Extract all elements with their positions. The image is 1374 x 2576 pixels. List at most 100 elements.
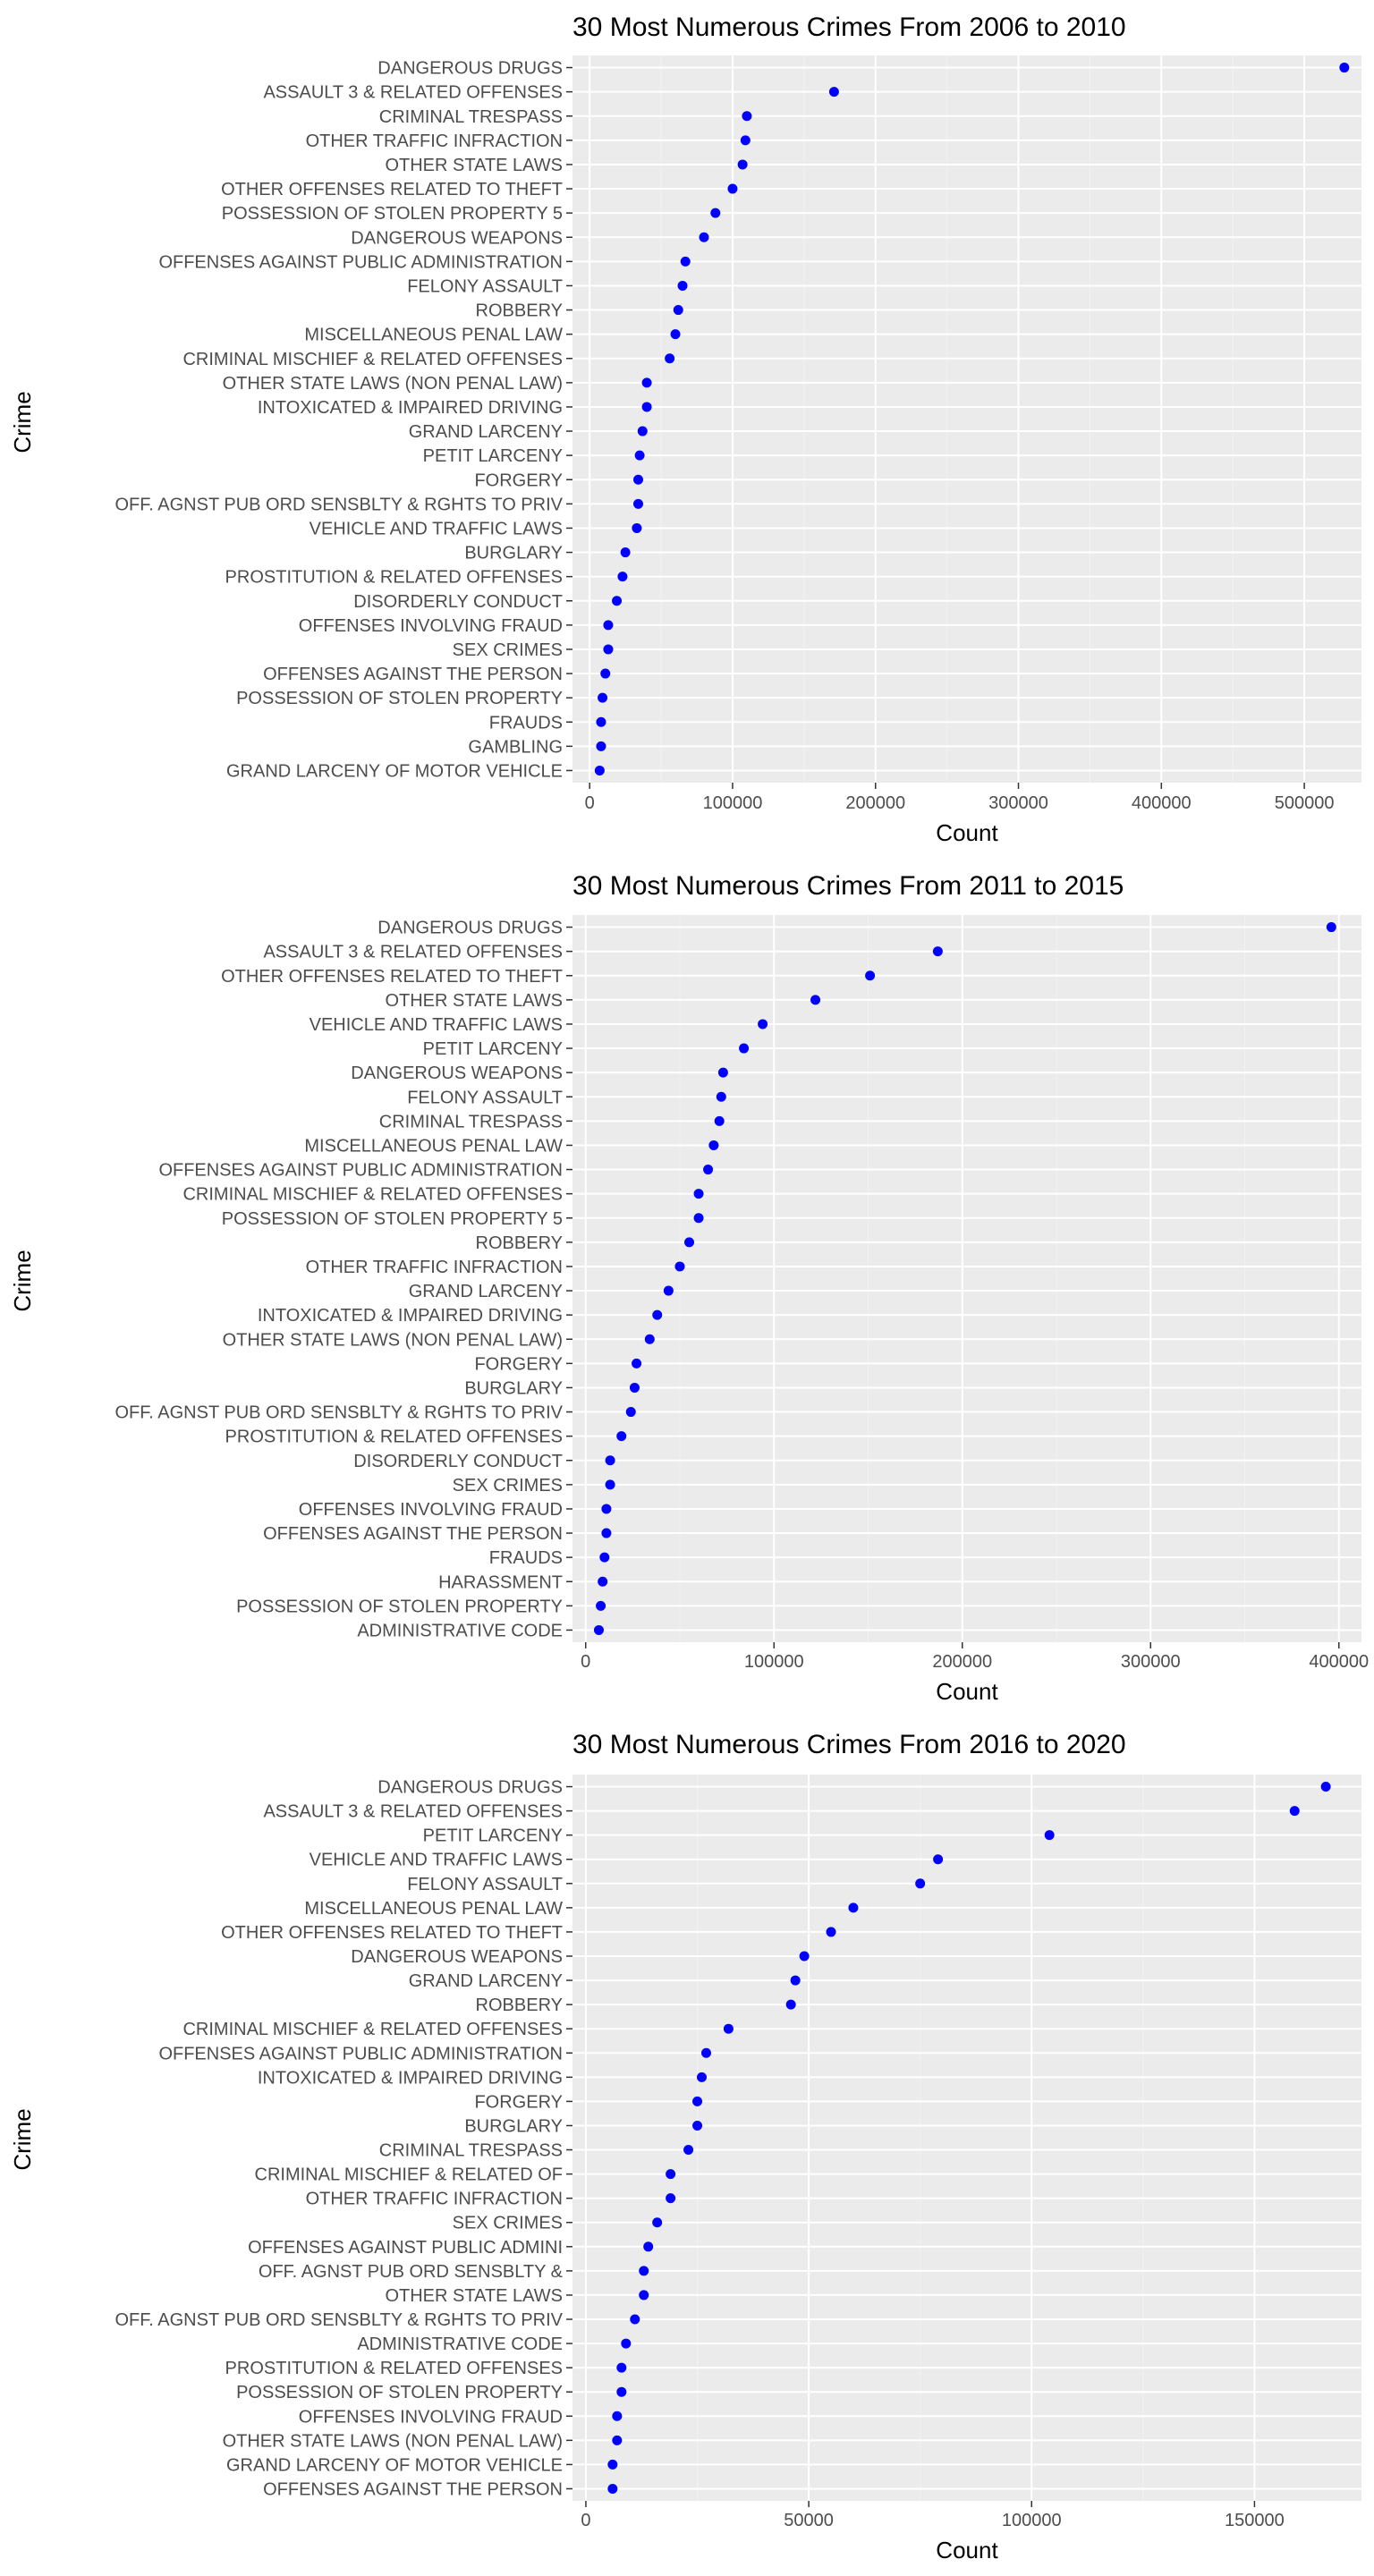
y-tick-label: CRIMINAL TRESPASS [379, 1112, 563, 1131]
y-tick-label: GRAND LARCENY [409, 1282, 563, 1301]
data-point [605, 1455, 615, 1466]
data-point [666, 2193, 676, 2204]
chart-title: 30 Most Numerous Crimes From 2016 to 202… [572, 1730, 1126, 1759]
y-tick-label: FORGERY [474, 470, 563, 490]
data-point [652, 1309, 663, 1320]
data-point [616, 2386, 627, 2397]
data-point [799, 1951, 810, 1962]
y-tick-label: VEHICLE AND TRAFFIC LAWS [310, 1851, 563, 1870]
data-point [727, 183, 738, 194]
y-tick-label: ASSAULT 3 & RELATED OFFENSES [263, 1802, 563, 1822]
data-point [708, 1140, 719, 1150]
y-tick-label: ADMINISTRATIVE CODE [357, 1621, 563, 1640]
data-point [742, 111, 752, 122]
y-tick-label: DANGEROUS DRUGS [377, 59, 563, 79]
data-point [600, 668, 611, 679]
data-point [700, 2047, 711, 2058]
data-point [697, 2072, 708, 2082]
data-point [641, 402, 652, 412]
data-point [621, 2338, 632, 2349]
data-point [594, 765, 605, 775]
y-tick-label: INTOXICATED & IMPAIRED DRIVING [258, 1306, 563, 1326]
data-point [629, 1382, 640, 1393]
y-tick-label: PROSTITUTION & RELATED OFFENSES [225, 2359, 563, 2378]
data-point [703, 1165, 714, 1175]
data-point [643, 2241, 654, 2252]
y-tick-label: POSSESSION OF STOLEN PROPERTY [236, 1597, 563, 1616]
chart-2: 30 Most Numerous Crimes From 2011 to 201… [9, 871, 1369, 1705]
data-point [680, 256, 691, 267]
data-point [790, 1975, 801, 1986]
y-axis-title: Crime [9, 2108, 36, 2170]
y-tick-label: BURGLARY [464, 544, 563, 564]
data-point [598, 1576, 608, 1587]
data-point [740, 135, 751, 146]
data-point [683, 2145, 694, 2156]
data-point [1320, 1782, 1331, 1792]
data-point [666, 2169, 676, 2180]
y-tick-label: DANGEROUS WEAPONS [351, 1947, 563, 1967]
data-point [644, 1334, 655, 1344]
data-point [633, 498, 643, 509]
y-tick-label: DANGEROUS DRUGS [377, 919, 563, 938]
y-tick-label: OFFENSES INVOLVING FRAUD [299, 1500, 563, 1520]
y-tick-label: ROBBERY [476, 301, 563, 321]
data-point [828, 87, 839, 97]
y-tick-label: GRAND LARCENY [409, 422, 563, 442]
y-tick-label: HARASSMENT [438, 1572, 563, 1592]
data-point [670, 329, 681, 340]
y-tick-label: MISCELLANEOUS PENAL LAW [304, 1899, 563, 1919]
x-tick-label: 400000 [1309, 1652, 1369, 1672]
data-point [848, 1902, 859, 1913]
y-tick-label: SEX CRIMES [453, 2214, 563, 2233]
data-point [684, 1237, 695, 1248]
data-point [933, 1854, 944, 1865]
y-tick-label: OFF. AGNST PUB ORD SENSBLTY & RGHTS TO P… [115, 495, 564, 514]
data-point [607, 2459, 618, 2470]
data-point [693, 1213, 704, 1224]
data-point [603, 620, 614, 631]
y-tick-label: ROBBERY [476, 1233, 563, 1253]
data-point [714, 1115, 725, 1126]
y-tick-label: MISCELLANEOUS PENAL LAW [304, 1136, 563, 1156]
data-point [596, 716, 606, 727]
data-point [612, 2411, 623, 2421]
y-tick-label: GRAND LARCENY [409, 1971, 563, 1991]
x-axis-title: Count [936, 819, 998, 846]
y-tick-label: GRAND LARCENY OF MOTOR VEHICLE [226, 2455, 563, 2475]
data-point [607, 2483, 618, 2494]
data-point [737, 159, 748, 170]
y-tick-label: OFF. AGNST PUB ORD SENSBLTY & RGHTS TO P… [115, 2310, 564, 2330]
data-point [674, 1261, 685, 1272]
y-axis-title: Crime [9, 1250, 36, 1311]
y-tick-label: OTHER TRAFFIC INFRACTION [306, 2190, 563, 2209]
x-tick-label: 300000 [988, 793, 1048, 813]
data-point [673, 305, 683, 316]
data-point [710, 208, 721, 218]
y-tick-label: ASSAULT 3 & RELATED OFFENSES [263, 943, 563, 962]
y-tick-label: FRAUDS [489, 713, 563, 733]
y-tick-label: OTHER OFFENSES RELATED TO THEFT [221, 1923, 563, 1943]
y-tick-label: POSSESSION OF STOLEN PROPERTY [236, 2383, 563, 2402]
y-tick-label: PETIT LARCENY [423, 446, 563, 466]
y-tick-label: DISORDERLY CONDUCT [353, 592, 563, 612]
y-tick-label: PROSTITUTION & RELATED OFFENSES [225, 1428, 563, 1447]
data-point [692, 2096, 703, 2106]
y-tick-label: DANGEROUS DRUGS [377, 1778, 563, 1798]
data-point [1044, 1830, 1055, 1841]
y-tick-label: OFFENSES INVOLVING FRAUD [299, 616, 563, 636]
y-tick-label: CRIMINAL MISCHIEF & RELATED OFFENSES [182, 1185, 563, 1205]
y-tick-label: DANGEROUS WEAPONS [351, 228, 563, 248]
data-point [599, 1552, 610, 1563]
x-axis-title: Count [936, 1678, 998, 1705]
y-tick-label: ADMINISTRATIVE CODE [357, 2334, 563, 2354]
y-tick-label: ROBBERY [476, 1996, 563, 2015]
y-tick-label: OTHER STATE LAWS (NON PENAL LAW) [223, 2431, 563, 2451]
data-point [601, 1504, 612, 1514]
data-point [630, 2314, 640, 2325]
y-tick-label: OFFENSES AGAINST PUBLIC ADMINISTRATION [158, 2044, 563, 2063]
y-tick-label: OTHER TRAFFIC INFRACTION [306, 1258, 563, 1277]
data-point [637, 426, 648, 436]
data-point [692, 2120, 703, 2131]
